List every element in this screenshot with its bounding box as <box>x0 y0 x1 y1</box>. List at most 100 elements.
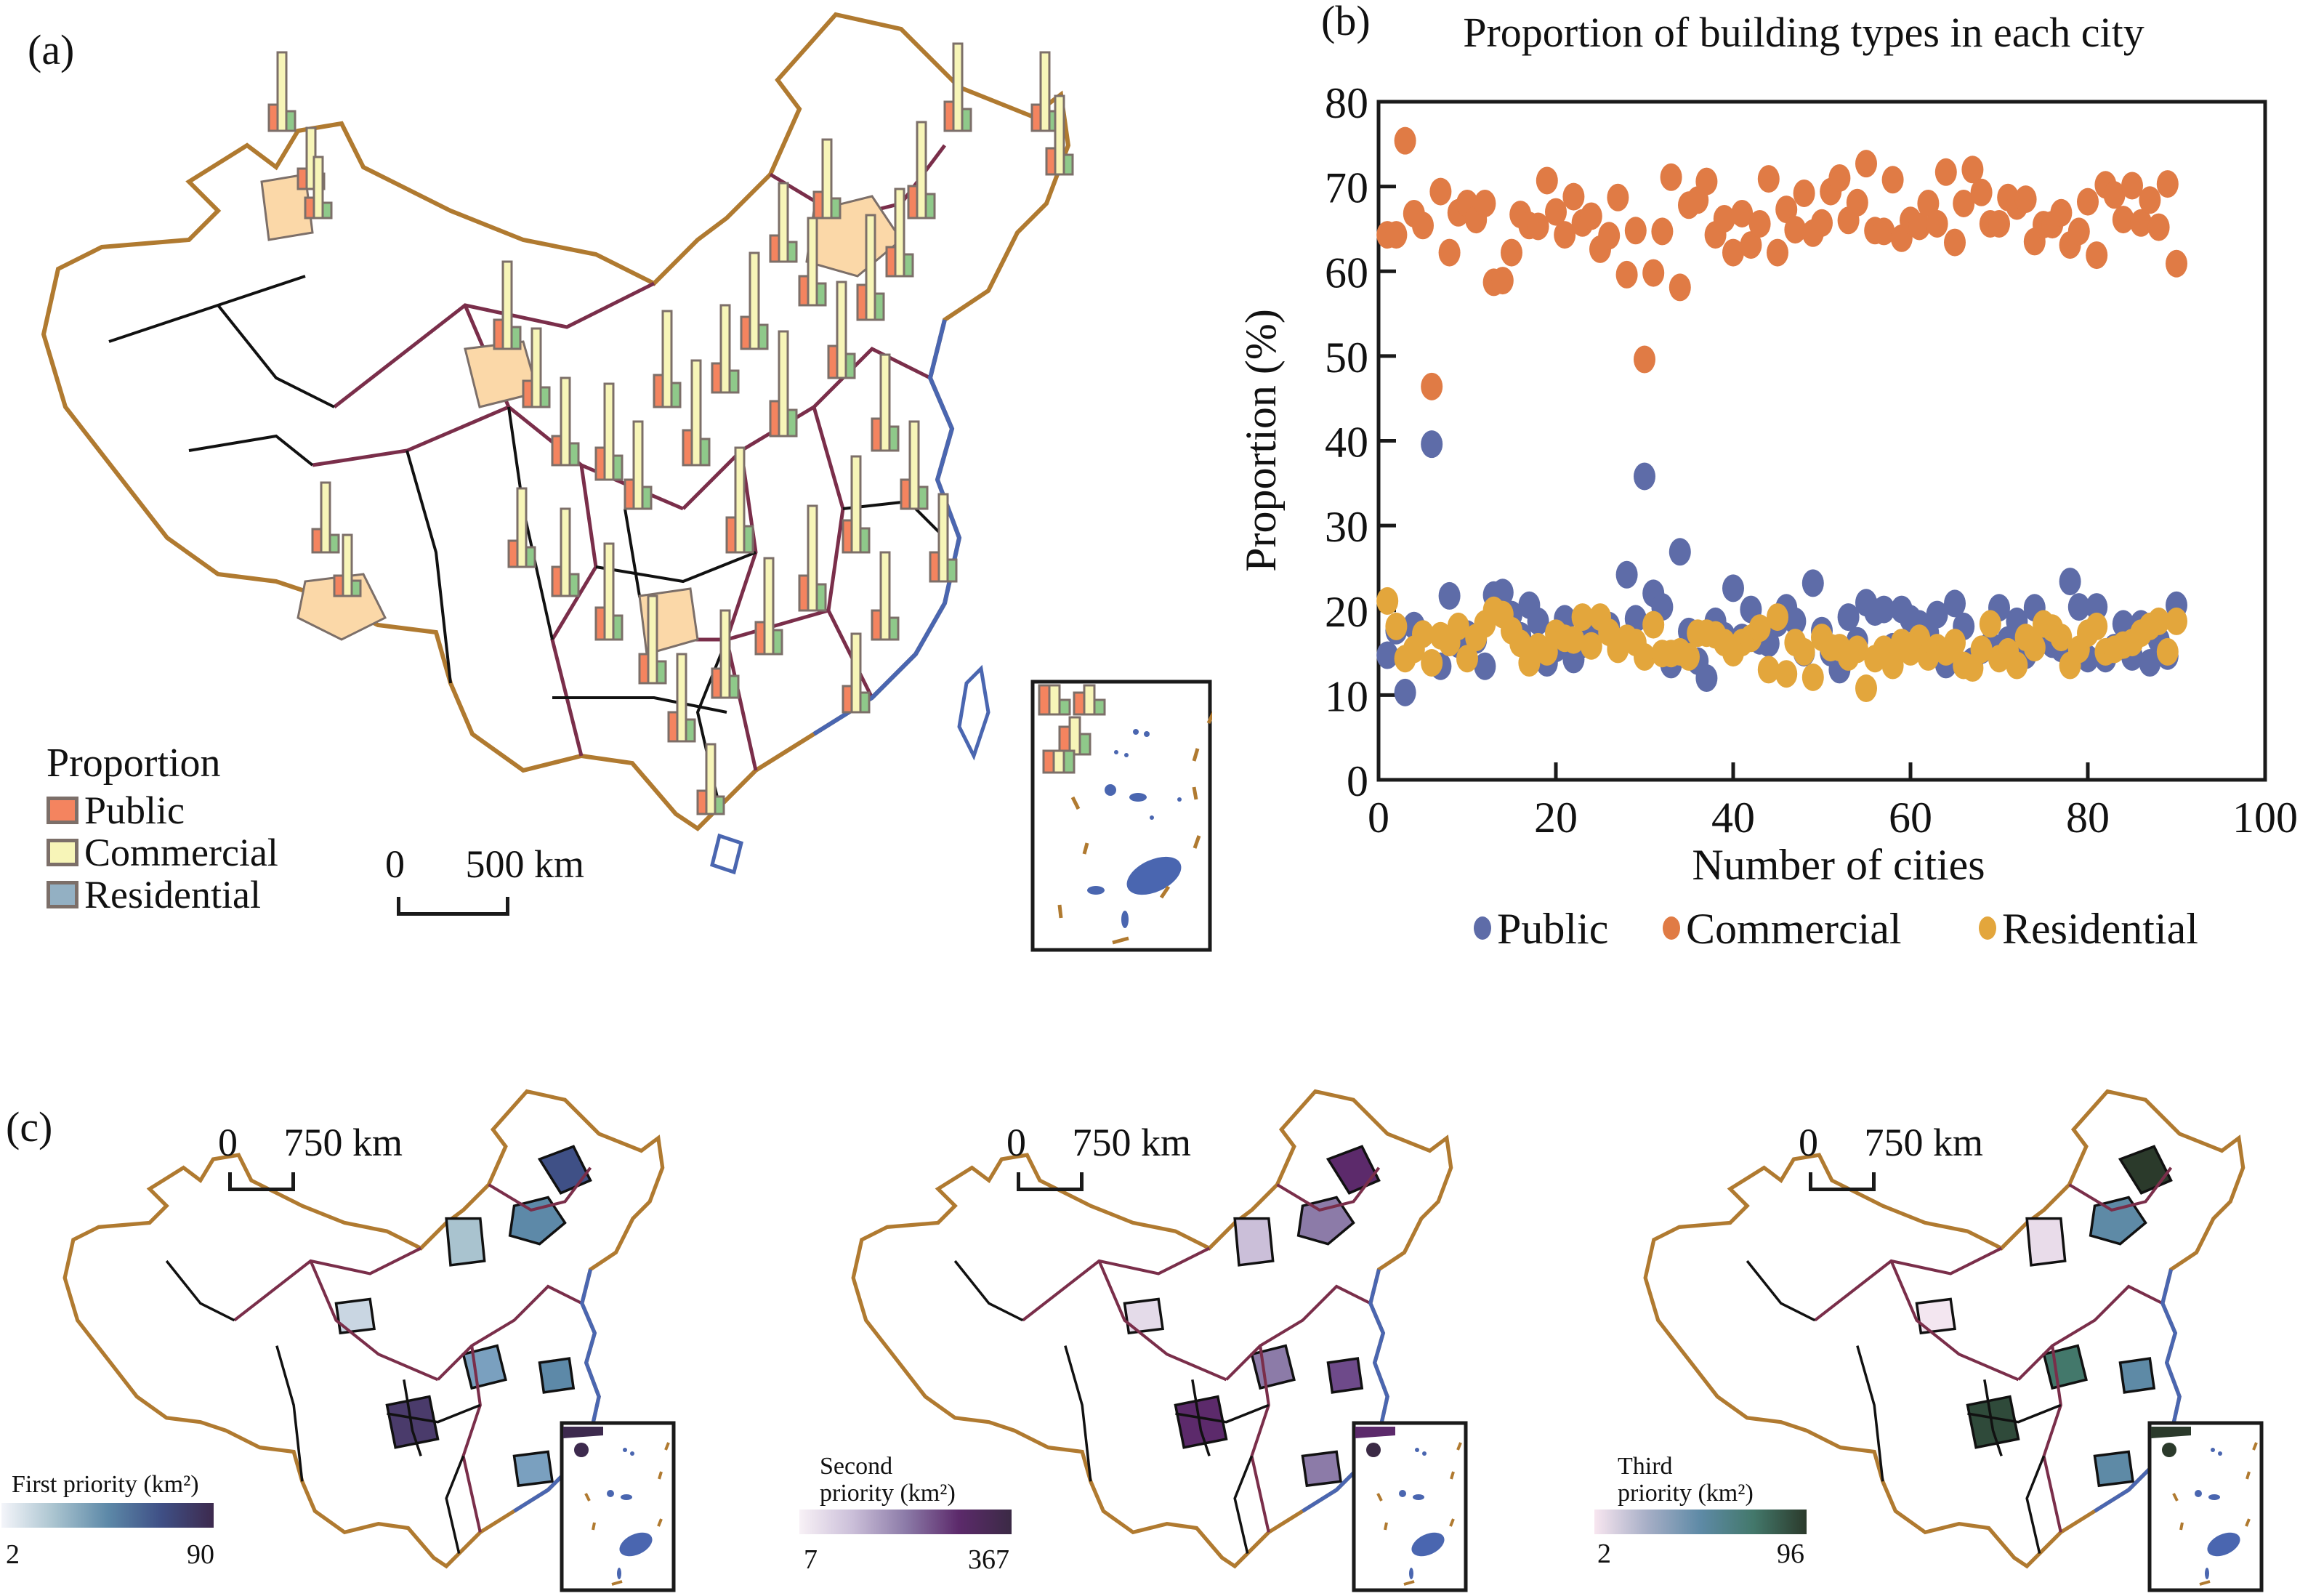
y-tick-label: 30 <box>1325 503 1368 551</box>
data-point-commercial <box>1988 209 2010 238</box>
city-bar-glyph <box>871 353 900 452</box>
data-point-public <box>1376 641 1399 669</box>
x-tick-label: 20 <box>1534 794 1578 842</box>
data-point-residential <box>2006 651 2028 680</box>
data-point-commercial <box>2067 217 2090 246</box>
city-bar-glyph <box>856 214 885 321</box>
legend-marker-residential <box>1979 916 1996 940</box>
y-tick-label: 60 <box>1325 249 1368 297</box>
city-bar-glyph <box>594 542 624 641</box>
data-point-commercial <box>1784 216 1807 244</box>
coastline <box>812 319 962 736</box>
data-point-commercial <box>1554 221 1576 249</box>
city-bar-glyph <box>267 51 296 132</box>
data-point-residential <box>1970 635 1993 664</box>
scale-bar-line <box>397 897 509 916</box>
legend-min: 2 <box>1597 1539 1611 1570</box>
city-bar-glyph <box>653 310 682 408</box>
third-priority-legend: Third priority (km²) 2 96 <box>1591 1453 1824 1570</box>
data-point-commercial <box>1545 198 1567 226</box>
city-bar-glyph <box>929 493 958 583</box>
legend-marker-public <box>1474 916 1491 940</box>
data-point-commercial <box>1740 231 1762 259</box>
y-tick-label: 40 <box>1325 419 1368 467</box>
data-point-residential <box>1562 626 1585 654</box>
data-point-residential <box>1757 656 1780 684</box>
data-point-commercial <box>1580 202 1602 230</box>
city-bar-glyph <box>551 376 580 467</box>
legend-label-commercial: Commercial <box>1686 905 1902 953</box>
legend-title-line1: Third <box>1618 1453 1673 1480</box>
data-point-commercial <box>1767 238 1788 267</box>
data-point-residential <box>2023 634 2046 662</box>
scale-start: 0 <box>385 842 405 886</box>
x-tick-label: 40 <box>1711 794 1755 842</box>
data-point-commercial <box>1491 267 1514 295</box>
data-point-commercial <box>2112 206 2134 234</box>
data-point-public <box>1394 678 1416 706</box>
data-point-commercial <box>1846 188 1868 217</box>
data-point-residential <box>1456 645 1478 673</box>
data-point-residential <box>1846 635 1868 664</box>
legend-title: First priority (km²) <box>12 1471 199 1498</box>
data-point-public <box>2086 593 2108 621</box>
data-point-residential <box>2156 637 2179 666</box>
data-point-residential <box>1748 614 1771 642</box>
map1-scale-bar: 0 750 km <box>218 1123 451 1191</box>
data-point-commercial <box>1855 150 1877 178</box>
third-priority-map <box>1595 1083 2308 1592</box>
data-point-residential <box>1775 660 1798 688</box>
public-swatch <box>47 797 78 824</box>
data-point-commercial <box>1438 238 1461 267</box>
data-point-public <box>1474 652 1496 680</box>
x-tick-label: 100 <box>2232 794 2298 842</box>
data-point-public <box>1634 462 1655 491</box>
city-bar-glyph <box>311 481 340 554</box>
legend-min: 2 <box>6 1539 20 1570</box>
city-bar-glyph <box>754 557 783 656</box>
data-point-commercial <box>1793 179 1815 207</box>
city-bar-glyph <box>696 743 725 815</box>
legend-item-commercial: Commercial <box>47 833 278 872</box>
city-bar-glyph <box>798 217 827 307</box>
city-bar-glyph <box>522 327 551 408</box>
map2-scale-bar: 0 750 km <box>1006 1123 1239 1191</box>
city-bar-glyph <box>900 420 929 510</box>
data-point-commercial <box>2147 213 2170 241</box>
data-point-public <box>1421 430 1443 459</box>
data-point-commercial <box>1961 156 1984 184</box>
data-point-commercial <box>1615 260 1638 289</box>
data-point-commercial <box>1412 211 1434 240</box>
data-point-commercial <box>1953 189 1975 217</box>
data-point-residential <box>1421 649 1443 677</box>
y-tick-label: 0 <box>1347 757 1368 805</box>
data-point-residential <box>2147 607 2170 635</box>
data-point-commercial <box>1873 217 1895 246</box>
commercial-swatch <box>47 839 78 866</box>
data-point-commercial <box>1775 196 1798 224</box>
scale-end: 750 km <box>1072 1121 1192 1164</box>
data-point-residential <box>1793 637 1815 666</box>
legend-label-residential: Residential <box>84 873 261 916</box>
data-point-residential <box>1979 610 2001 638</box>
color-ramp <box>1 1502 214 1528</box>
data-point-public <box>1873 595 1895 624</box>
data-point-public <box>1784 607 1807 635</box>
data-point-public <box>1669 538 1691 566</box>
data-point-commercial <box>1598 222 1621 250</box>
data-point-commercial <box>1811 209 1833 237</box>
data-point-commercial <box>1934 158 1957 186</box>
data-point-public <box>2139 649 2161 677</box>
map3-scale-bar: 0 750 km <box>1799 1123 2031 1191</box>
legend-label-residential: Residential <box>2002 905 2198 953</box>
data-point-commercial <box>2130 209 2152 237</box>
data-point-commercial <box>1634 345 1655 374</box>
taiwan-island <box>957 664 990 761</box>
data-point-public <box>1944 589 1966 618</box>
city-bar-glyph <box>769 182 798 263</box>
y-tick-label: 80 <box>1325 79 1368 127</box>
y-tick-label: 20 <box>1325 588 1368 636</box>
data-point-residential <box>1385 612 1408 640</box>
legend-max: 96 <box>1777 1539 1804 1570</box>
data-point-commercial <box>1908 212 1931 241</box>
